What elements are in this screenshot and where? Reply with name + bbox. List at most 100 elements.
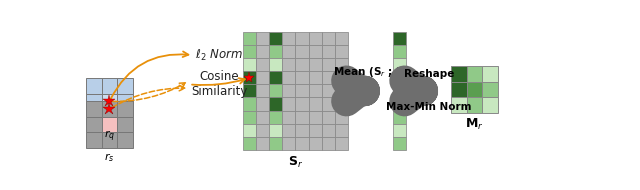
Bar bbox=[282, 71, 296, 84]
Bar bbox=[86, 101, 102, 117]
Bar bbox=[256, 58, 269, 71]
Bar bbox=[256, 97, 269, 111]
Bar bbox=[256, 137, 269, 150]
Bar bbox=[243, 45, 256, 58]
Bar bbox=[451, 82, 467, 97]
Bar bbox=[102, 109, 117, 124]
Bar bbox=[335, 84, 348, 97]
Bar bbox=[393, 32, 406, 45]
Text: $\mathbf{M}_r$: $\mathbf{M}_r$ bbox=[465, 117, 484, 132]
Bar bbox=[308, 137, 322, 150]
Bar bbox=[322, 137, 335, 150]
Bar bbox=[269, 58, 282, 71]
Bar bbox=[282, 32, 296, 45]
Bar bbox=[282, 97, 296, 111]
Bar bbox=[482, 82, 498, 97]
Bar bbox=[335, 71, 348, 84]
Bar bbox=[296, 137, 308, 150]
Bar bbox=[256, 111, 269, 124]
Bar bbox=[269, 32, 282, 45]
Bar bbox=[322, 111, 335, 124]
Bar bbox=[102, 101, 117, 117]
Bar bbox=[102, 94, 117, 109]
Bar bbox=[256, 45, 269, 58]
Bar bbox=[243, 71, 256, 84]
Bar bbox=[269, 84, 282, 97]
Bar bbox=[117, 109, 132, 124]
Bar bbox=[86, 78, 102, 94]
Text: Mean ($\mathbf{S}_r$ ; 1): Mean ($\mathbf{S}_r$ ; 1) bbox=[333, 65, 408, 79]
Bar bbox=[117, 117, 132, 132]
Bar bbox=[308, 58, 322, 71]
Bar bbox=[393, 137, 406, 150]
Bar bbox=[243, 124, 256, 137]
Bar bbox=[269, 124, 282, 137]
Bar bbox=[269, 111, 282, 124]
Bar bbox=[393, 111, 406, 124]
Bar bbox=[467, 97, 482, 112]
Bar bbox=[282, 111, 296, 124]
Bar bbox=[243, 97, 256, 111]
Bar bbox=[467, 66, 482, 82]
Bar bbox=[282, 84, 296, 97]
Bar bbox=[335, 111, 348, 124]
Bar bbox=[243, 32, 256, 45]
Bar bbox=[335, 45, 348, 58]
Bar bbox=[256, 124, 269, 137]
Bar bbox=[393, 58, 406, 71]
Bar bbox=[296, 71, 308, 84]
Bar bbox=[296, 32, 308, 45]
Text: Reshape: Reshape bbox=[404, 69, 454, 79]
Bar bbox=[393, 71, 406, 84]
Bar bbox=[308, 111, 322, 124]
Bar bbox=[322, 97, 335, 111]
Bar bbox=[282, 124, 296, 137]
Bar bbox=[335, 97, 348, 111]
Bar bbox=[102, 117, 117, 132]
Bar bbox=[322, 32, 335, 45]
Bar bbox=[393, 84, 406, 97]
Bar bbox=[243, 84, 256, 97]
Bar bbox=[243, 58, 256, 71]
Bar bbox=[296, 124, 308, 137]
Bar bbox=[117, 101, 132, 117]
Bar bbox=[117, 132, 132, 148]
Bar bbox=[335, 58, 348, 71]
Bar bbox=[269, 137, 282, 150]
Bar bbox=[322, 71, 335, 84]
Bar bbox=[296, 45, 308, 58]
Text: $\mathbf{S}_r$: $\mathbf{S}_r$ bbox=[288, 155, 303, 170]
Bar bbox=[256, 84, 269, 97]
Bar bbox=[322, 45, 335, 58]
Bar bbox=[322, 84, 335, 97]
Bar bbox=[269, 45, 282, 58]
Bar bbox=[393, 97, 406, 111]
Bar bbox=[86, 94, 102, 109]
Bar bbox=[243, 137, 256, 150]
Bar bbox=[482, 66, 498, 82]
Bar bbox=[308, 45, 322, 58]
Bar bbox=[117, 78, 132, 94]
Text: Cosine
Similarity: Cosine Similarity bbox=[191, 70, 247, 98]
Bar bbox=[102, 132, 117, 148]
Bar bbox=[393, 124, 406, 137]
Bar bbox=[269, 97, 282, 111]
Bar bbox=[335, 137, 348, 150]
Bar bbox=[482, 97, 498, 112]
Bar bbox=[256, 71, 269, 84]
Text: $\ell_2$ Norm: $\ell_2$ Norm bbox=[195, 48, 243, 63]
Bar bbox=[308, 71, 322, 84]
Bar bbox=[451, 66, 467, 82]
Bar bbox=[322, 124, 335, 137]
Bar bbox=[308, 84, 322, 97]
Bar bbox=[282, 58, 296, 71]
Bar bbox=[296, 111, 308, 124]
Bar bbox=[282, 137, 296, 150]
Bar bbox=[256, 32, 269, 45]
Bar bbox=[102, 78, 117, 94]
Bar bbox=[296, 58, 308, 71]
Bar bbox=[308, 97, 322, 111]
Bar bbox=[393, 45, 406, 58]
Bar bbox=[451, 97, 467, 112]
Bar bbox=[308, 124, 322, 137]
